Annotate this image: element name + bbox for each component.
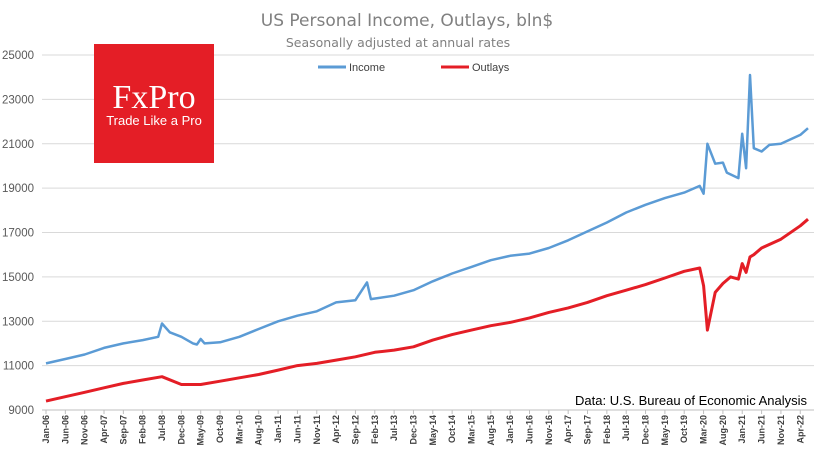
chart-title: US Personal Income, Outlays, bln$ [261, 11, 553, 31]
x-tick-label: Aug-10 [254, 415, 264, 446]
x-tick-label: Feb-08 [138, 415, 148, 444]
series-line-outlays [45, 218, 809, 403]
x-tick-label: May-19 [660, 415, 670, 446]
series-line-income [45, 73, 809, 365]
y-tick-label: 17000 [2, 228, 34, 240]
x-tick-label: Nov-21 [776, 415, 786, 445]
y-tick-label: 11000 [3, 361, 34, 373]
x-tick-label: Jan-16 [505, 415, 515, 444]
y-tick-label: 15000 [2, 272, 34, 284]
x-tick-label: Nov-16 [544, 415, 554, 445]
x-tick-label: Mar-20 [699, 415, 709, 444]
x-tick-label: Sep-12 [350, 415, 360, 445]
y-tick-label: 9000 [8, 405, 34, 417]
x-tick-label: Mar-10 [234, 415, 244, 444]
legend-label-income: Income [349, 62, 385, 74]
y-tick-label: 19000 [2, 183, 34, 195]
x-tick-label: Dec-08 [176, 415, 186, 445]
x-tick-label: Nov-06 [80, 415, 90, 445]
series-lines [45, 73, 809, 403]
x-tick-label: Apr-17 [563, 415, 573, 444]
x-tick-label: Feb-18 [602, 415, 612, 444]
logo-brand: FxPro [112, 79, 195, 116]
x-tick-label: Jun-16 [525, 415, 535, 444]
x-tick-label: Jul-18 [621, 415, 631, 441]
x-tick-label: Jan-11 [273, 415, 283, 443]
y-axis-ticks: 9000 11000 13000 15000 17000 19000 21000 23000 2… [2, 50, 34, 417]
y-tick-label: 25000 [2, 50, 34, 62]
legend: Income Outlays [318, 62, 510, 74]
x-tick-label: Jun-11 [292, 415, 302, 444]
x-tick-label: Sep-17 [583, 415, 593, 445]
x-tick-label: Apr-12 [331, 415, 341, 444]
chart-subtitle: Seasonally adjusted at annual rates [286, 35, 510, 50]
x-tick-label: Oct-09 [215, 415, 225, 443]
y-tick-label: 21000 [2, 139, 34, 151]
x-tick-label: Mar-15 [466, 415, 476, 444]
y-tick-label: 23000 [2, 94, 34, 106]
logo-box [94, 44, 214, 163]
x-tick-label: Oct-19 [679, 415, 689, 443]
x-axis: Jan-06 Jun-06 Nov-06 Apr-07 Sep-07 Feb-08 Jul-… [41, 409, 814, 446]
x-tick-label: Jun-06 [60, 415, 70, 444]
x-tick-label: Apr-07 [99, 415, 109, 444]
fxpro-logo: FxPro Trade Like a Pro [94, 44, 214, 163]
x-tick-label: Sep-07 [118, 415, 128, 445]
x-tick-label: Jul-13 [389, 415, 399, 441]
x-tick-label: Jun-21 [757, 415, 767, 444]
x-tick-label: Nov-11 [312, 415, 322, 445]
x-tick-label: Dec-13 [408, 415, 418, 445]
x-tick-label: Jan-21 [737, 415, 747, 444]
y-tick-label: 13000 [2, 316, 34, 328]
source-note: Data: U.S. Bureau of Economic Analysis [575, 393, 807, 408]
x-tick-label: Aug-20 [718, 415, 728, 446]
x-tick-label: Aug-15 [486, 415, 496, 446]
x-tick-label: May-14 [428, 415, 438, 446]
x-tick-label: May-09 [196, 415, 206, 446]
x-tick-label: Dec-18 [641, 415, 651, 445]
x-tick-label: Jul-08 [157, 415, 167, 441]
x-tick-label: Apr-22 [795, 415, 805, 444]
x-tick-label: Oct-14 [447, 415, 457, 443]
x-tick-label: Feb-13 [370, 415, 380, 444]
legend-label-outlays: Outlays [472, 62, 510, 74]
logo-tagline: Trade Like a Pro [106, 113, 202, 128]
x-tick-label: Jan-06 [41, 415, 51, 444]
